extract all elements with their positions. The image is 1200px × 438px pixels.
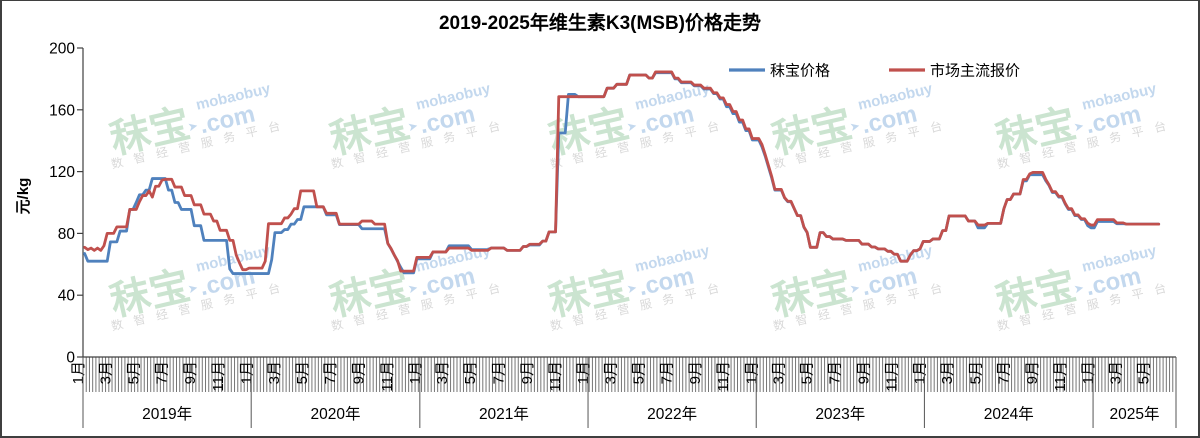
month-label: 5月 bbox=[125, 361, 142, 384]
month-label: 5月 bbox=[967, 361, 984, 384]
chart-title: 2019-2025年维生素K3(MSB)价格走势 bbox=[438, 13, 762, 34]
month-label: 5月 bbox=[630, 361, 647, 384]
month-label: 1月 bbox=[575, 361, 592, 384]
month-label: 5月 bbox=[799, 361, 816, 384]
month-label: 1月 bbox=[238, 361, 255, 384]
year-label: 2023年 bbox=[815, 405, 865, 423]
month-label: 1月 bbox=[912, 361, 929, 384]
month-label: 7月 bbox=[827, 361, 844, 384]
month-label: 1月 bbox=[1080, 361, 1097, 384]
year-label: 2024年 bbox=[984, 405, 1034, 423]
month-label: 3月 bbox=[939, 361, 956, 384]
series-line-mobao-price bbox=[83, 71, 1161, 275]
month-label: 7月 bbox=[322, 361, 339, 384]
y-tick-label: 200 bbox=[49, 41, 75, 58]
month-label: 9月 bbox=[687, 361, 704, 384]
month-label: 11月 bbox=[547, 361, 564, 392]
month-label: 1月 bbox=[70, 361, 87, 384]
legend: 秣宝价格 市场主流报价 bbox=[729, 63, 1020, 80]
month-label: 5月 bbox=[294, 361, 311, 384]
month-label: 5月 bbox=[462, 361, 479, 384]
month-label: 7月 bbox=[154, 361, 171, 384]
legend-label: 市场主流报价 bbox=[930, 63, 1020, 80]
month-label: 3月 bbox=[771, 361, 788, 384]
month-label: 3月 bbox=[434, 361, 451, 384]
month-label: 3月 bbox=[1107, 361, 1124, 384]
month-label: 9月 bbox=[855, 361, 872, 384]
y-tick-label: 160 bbox=[49, 102, 75, 119]
month-label: 5月 bbox=[1135, 361, 1152, 384]
month-label: 9月 bbox=[351, 361, 368, 384]
month-label: 11月 bbox=[715, 361, 732, 392]
y-tick-label: 80 bbox=[58, 226, 76, 243]
month-label: 7月 bbox=[995, 361, 1012, 384]
series-line-market-price bbox=[83, 70, 1161, 273]
year-label: 2019年 bbox=[142, 405, 192, 423]
month-label: 9月 bbox=[182, 361, 199, 384]
month-label: 11月 bbox=[1052, 361, 1069, 392]
month-label: 1月 bbox=[407, 361, 424, 384]
year-label: 2020年 bbox=[311, 405, 361, 423]
month-label: 1月 bbox=[743, 361, 760, 384]
x-axis-month-labels: 1月 3月 5月 7月 9月 11月 1月 3月 5月 7月 9月 11月 1月 3月 5月 7月 9月 11月 1… bbox=[70, 361, 1152, 392]
month-label: 3月 bbox=[97, 361, 114, 384]
month-label: 7月 bbox=[490, 361, 507, 384]
month-label: 9月 bbox=[1024, 361, 1041, 384]
month-label: 9月 bbox=[519, 361, 536, 384]
y-axis-title: 元/kg bbox=[15, 178, 32, 215]
legend-label: 秣宝价格 bbox=[770, 63, 830, 80]
y-axis: 0 40 80 120 160 200 bbox=[49, 41, 83, 367]
month-label: 3月 bbox=[602, 361, 619, 384]
axes bbox=[82, 48, 1176, 358]
month-label: 11月 bbox=[883, 361, 900, 392]
year-label: 2022年 bbox=[647, 405, 697, 423]
x-axis-year-sections: 2019年 2020年 2021年 2022年 2023年 2024年 2025年 bbox=[82, 357, 1177, 428]
y-tick-label: 0 bbox=[66, 350, 75, 367]
year-label: 2021年 bbox=[479, 405, 529, 423]
x-axis-week-ticks bbox=[82, 357, 1177, 392]
month-label: 11月 bbox=[210, 361, 227, 392]
year-label: 2025年 bbox=[1110, 405, 1160, 423]
month-label: 3月 bbox=[266, 361, 283, 384]
month-label: 11月 bbox=[379, 361, 396, 392]
y-tick-label: 40 bbox=[58, 288, 76, 305]
y-tick-label: 120 bbox=[49, 164, 75, 181]
month-label: 7月 bbox=[659, 361, 676, 384]
